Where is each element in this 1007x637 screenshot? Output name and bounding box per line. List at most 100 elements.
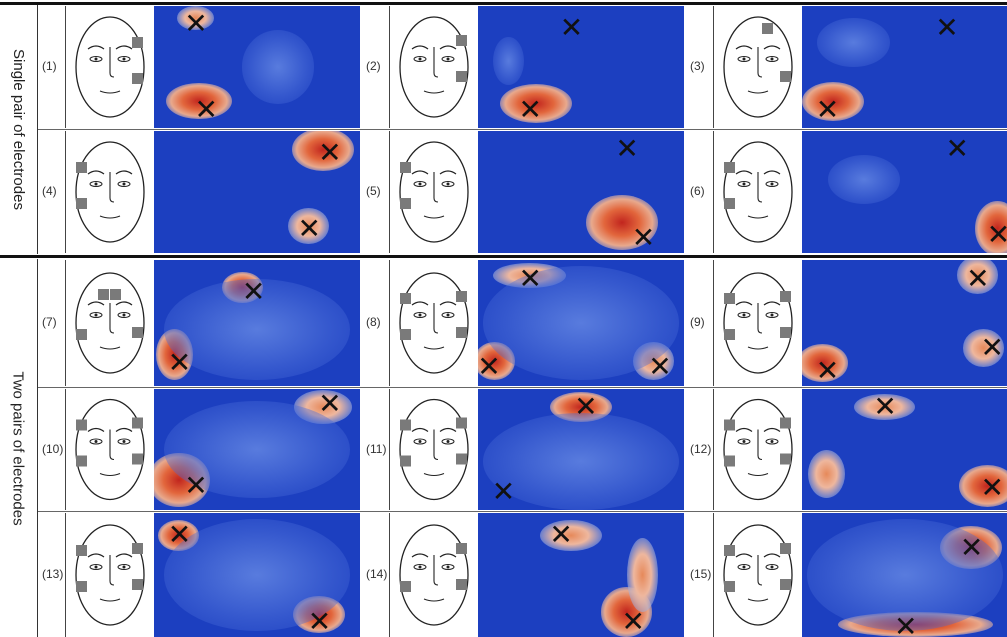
target-x-mark: ✕ [980, 331, 1004, 365]
panel-number: (2) [366, 59, 381, 73]
electrode-marker [76, 455, 87, 467]
panel-2: (2) ✕ ✕ [362, 6, 684, 128]
electrode-marker [132, 543, 143, 554]
panel-13: (13) ✕ ✕ [38, 513, 360, 637]
target-x-mark: ✕ [307, 605, 332, 637]
panel-15: (15) ✕ ✕ [686, 513, 1007, 637]
panel-number: (14) [366, 567, 388, 581]
target-x-mark: ✕ [815, 92, 840, 126]
panel-number: (4) [42, 184, 57, 198]
heat-blob-cool [827, 155, 900, 205]
heat-blob-cool [817, 18, 890, 67]
heat-blob-hot [958, 464, 1007, 507]
electrode-marker [780, 71, 791, 82]
electrode-marker [456, 71, 467, 82]
target-x-mark: ✕ [518, 92, 542, 126]
electrode-marker [780, 417, 791, 429]
target-x-mark: ✕ [194, 92, 218, 126]
target-x-mark: ✕ [935, 10, 959, 44]
electrode-marker [780, 327, 791, 338]
target-x-mark: ✕ [959, 530, 984, 564]
face-diagram [723, 16, 793, 118]
target-x-mark: ✕ [184, 468, 208, 502]
heat-blob-cool [483, 413, 679, 510]
group-label-two-text: Two pairs of electrodes [10, 370, 27, 526]
face-diagram [75, 141, 145, 243]
electrode-marker [724, 329, 735, 340]
electrode-marker [724, 581, 735, 592]
face-diagram [75, 524, 145, 626]
heatmap: ✕ ✕ [478, 6, 684, 128]
panel-number: (6) [690, 184, 705, 198]
electrode-marker [132, 453, 143, 465]
electrode-marker [76, 581, 87, 592]
electrode-marker [132, 37, 143, 48]
heat-blob-warm [808, 449, 846, 498]
panel-number: (5) [366, 184, 381, 198]
panel-number: (3) [690, 59, 705, 73]
row-divider-3 [38, 511, 1007, 512]
heat-blob-hot [802, 81, 864, 121]
heat-blob-hot [975, 201, 1007, 253]
electrode-marker [780, 543, 791, 554]
face-box [389, 389, 478, 510]
panel-3: (3) ✕ ✕ [686, 6, 1007, 128]
target-x-mark: ✕ [297, 211, 321, 245]
electrode-marker [724, 162, 735, 173]
heat-blob-warm [539, 519, 602, 551]
electrode-marker [400, 293, 411, 304]
electrode-marker [76, 198, 87, 209]
panel-number: (13) [42, 567, 64, 581]
panel-6: (6) ✕ ✕ [686, 131, 1007, 253]
face-box [389, 260, 478, 386]
panel-10: (10) ✕ ✕ [38, 389, 360, 510]
face-diagram [723, 398, 793, 501]
target-x-mark: ✕ [318, 389, 342, 420]
panel-number: (9) [690, 315, 705, 329]
row-divider-1 [38, 129, 1007, 130]
panel-7: (7) ✕ ✕ [38, 260, 360, 386]
face-box [65, 131, 154, 253]
face-box [65, 389, 154, 510]
electrode-marker [780, 453, 791, 465]
target-x-mark: ✕ [559, 10, 584, 44]
electrode-marker [762, 23, 773, 34]
target-x-mark: ✕ [318, 135, 342, 169]
face-box [713, 6, 802, 128]
electrode-marker [456, 35, 467, 46]
electrode-marker [724, 455, 735, 467]
heat-blob-cool [241, 30, 314, 104]
panel-11: (11) ✕ ✕ [362, 389, 684, 510]
panel-number: (8) [366, 315, 381, 329]
row-divider-2 [38, 387, 1007, 388]
heat-blob-cool [483, 266, 679, 380]
target-x-mark: ✕ [167, 346, 192, 380]
panel-9: (9) ✕ ✕ ✕ [686, 260, 1007, 386]
electrode-marker [456, 327, 467, 338]
target-x-mark: ✕ [241, 274, 266, 308]
panel-4: (4) ✕ ✕ [38, 131, 360, 253]
heat-blob-warm [853, 393, 916, 421]
heat-blob-warm [962, 329, 1004, 368]
face-box [713, 513, 802, 637]
electrode-marker [132, 327, 143, 338]
panel-12: (12) ✕ ✕ [686, 389, 1007, 510]
face-box [65, 6, 154, 128]
panel-1: (1) ✕ ✕ [38, 6, 360, 128]
electrode-marker [132, 579, 143, 590]
target-x-mark: ✕ [167, 518, 192, 552]
target-x-mark: ✕ [980, 471, 1004, 505]
face-diagram [723, 524, 793, 626]
face-diagram [75, 398, 145, 501]
electrode-marker [724, 419, 735, 431]
heatmap: ✕ ✕ [154, 513, 360, 637]
heat-blob-hot [292, 131, 354, 171]
top-rule [0, 2, 1007, 5]
face-diagram [75, 272, 145, 374]
heat-blob-cool [493, 36, 525, 86]
face-diagram [399, 272, 469, 374]
face-box [713, 131, 802, 253]
target-x-mark: ✕ [621, 605, 645, 637]
face-diagram [399, 16, 469, 118]
electrode-marker [724, 198, 735, 209]
